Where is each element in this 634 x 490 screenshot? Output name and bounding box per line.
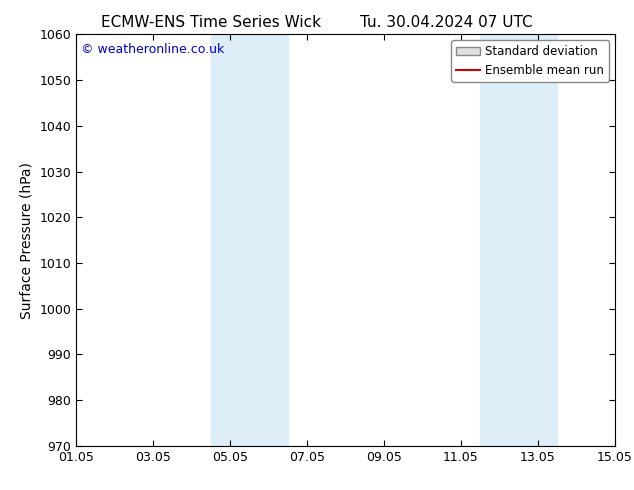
Bar bbox=[480, 34, 557, 446]
Y-axis label: Surface Pressure (hPa): Surface Pressure (hPa) bbox=[20, 162, 34, 318]
Bar bbox=[210, 34, 288, 446]
Text: © weatheronline.co.uk: © weatheronline.co.uk bbox=[81, 43, 224, 55]
Text: ECMW-ENS Time Series Wick        Tu. 30.04.2024 07 UTC: ECMW-ENS Time Series Wick Tu. 30.04.2024… bbox=[101, 15, 533, 30]
Legend: Standard deviation, Ensemble mean run: Standard deviation, Ensemble mean run bbox=[451, 40, 609, 81]
